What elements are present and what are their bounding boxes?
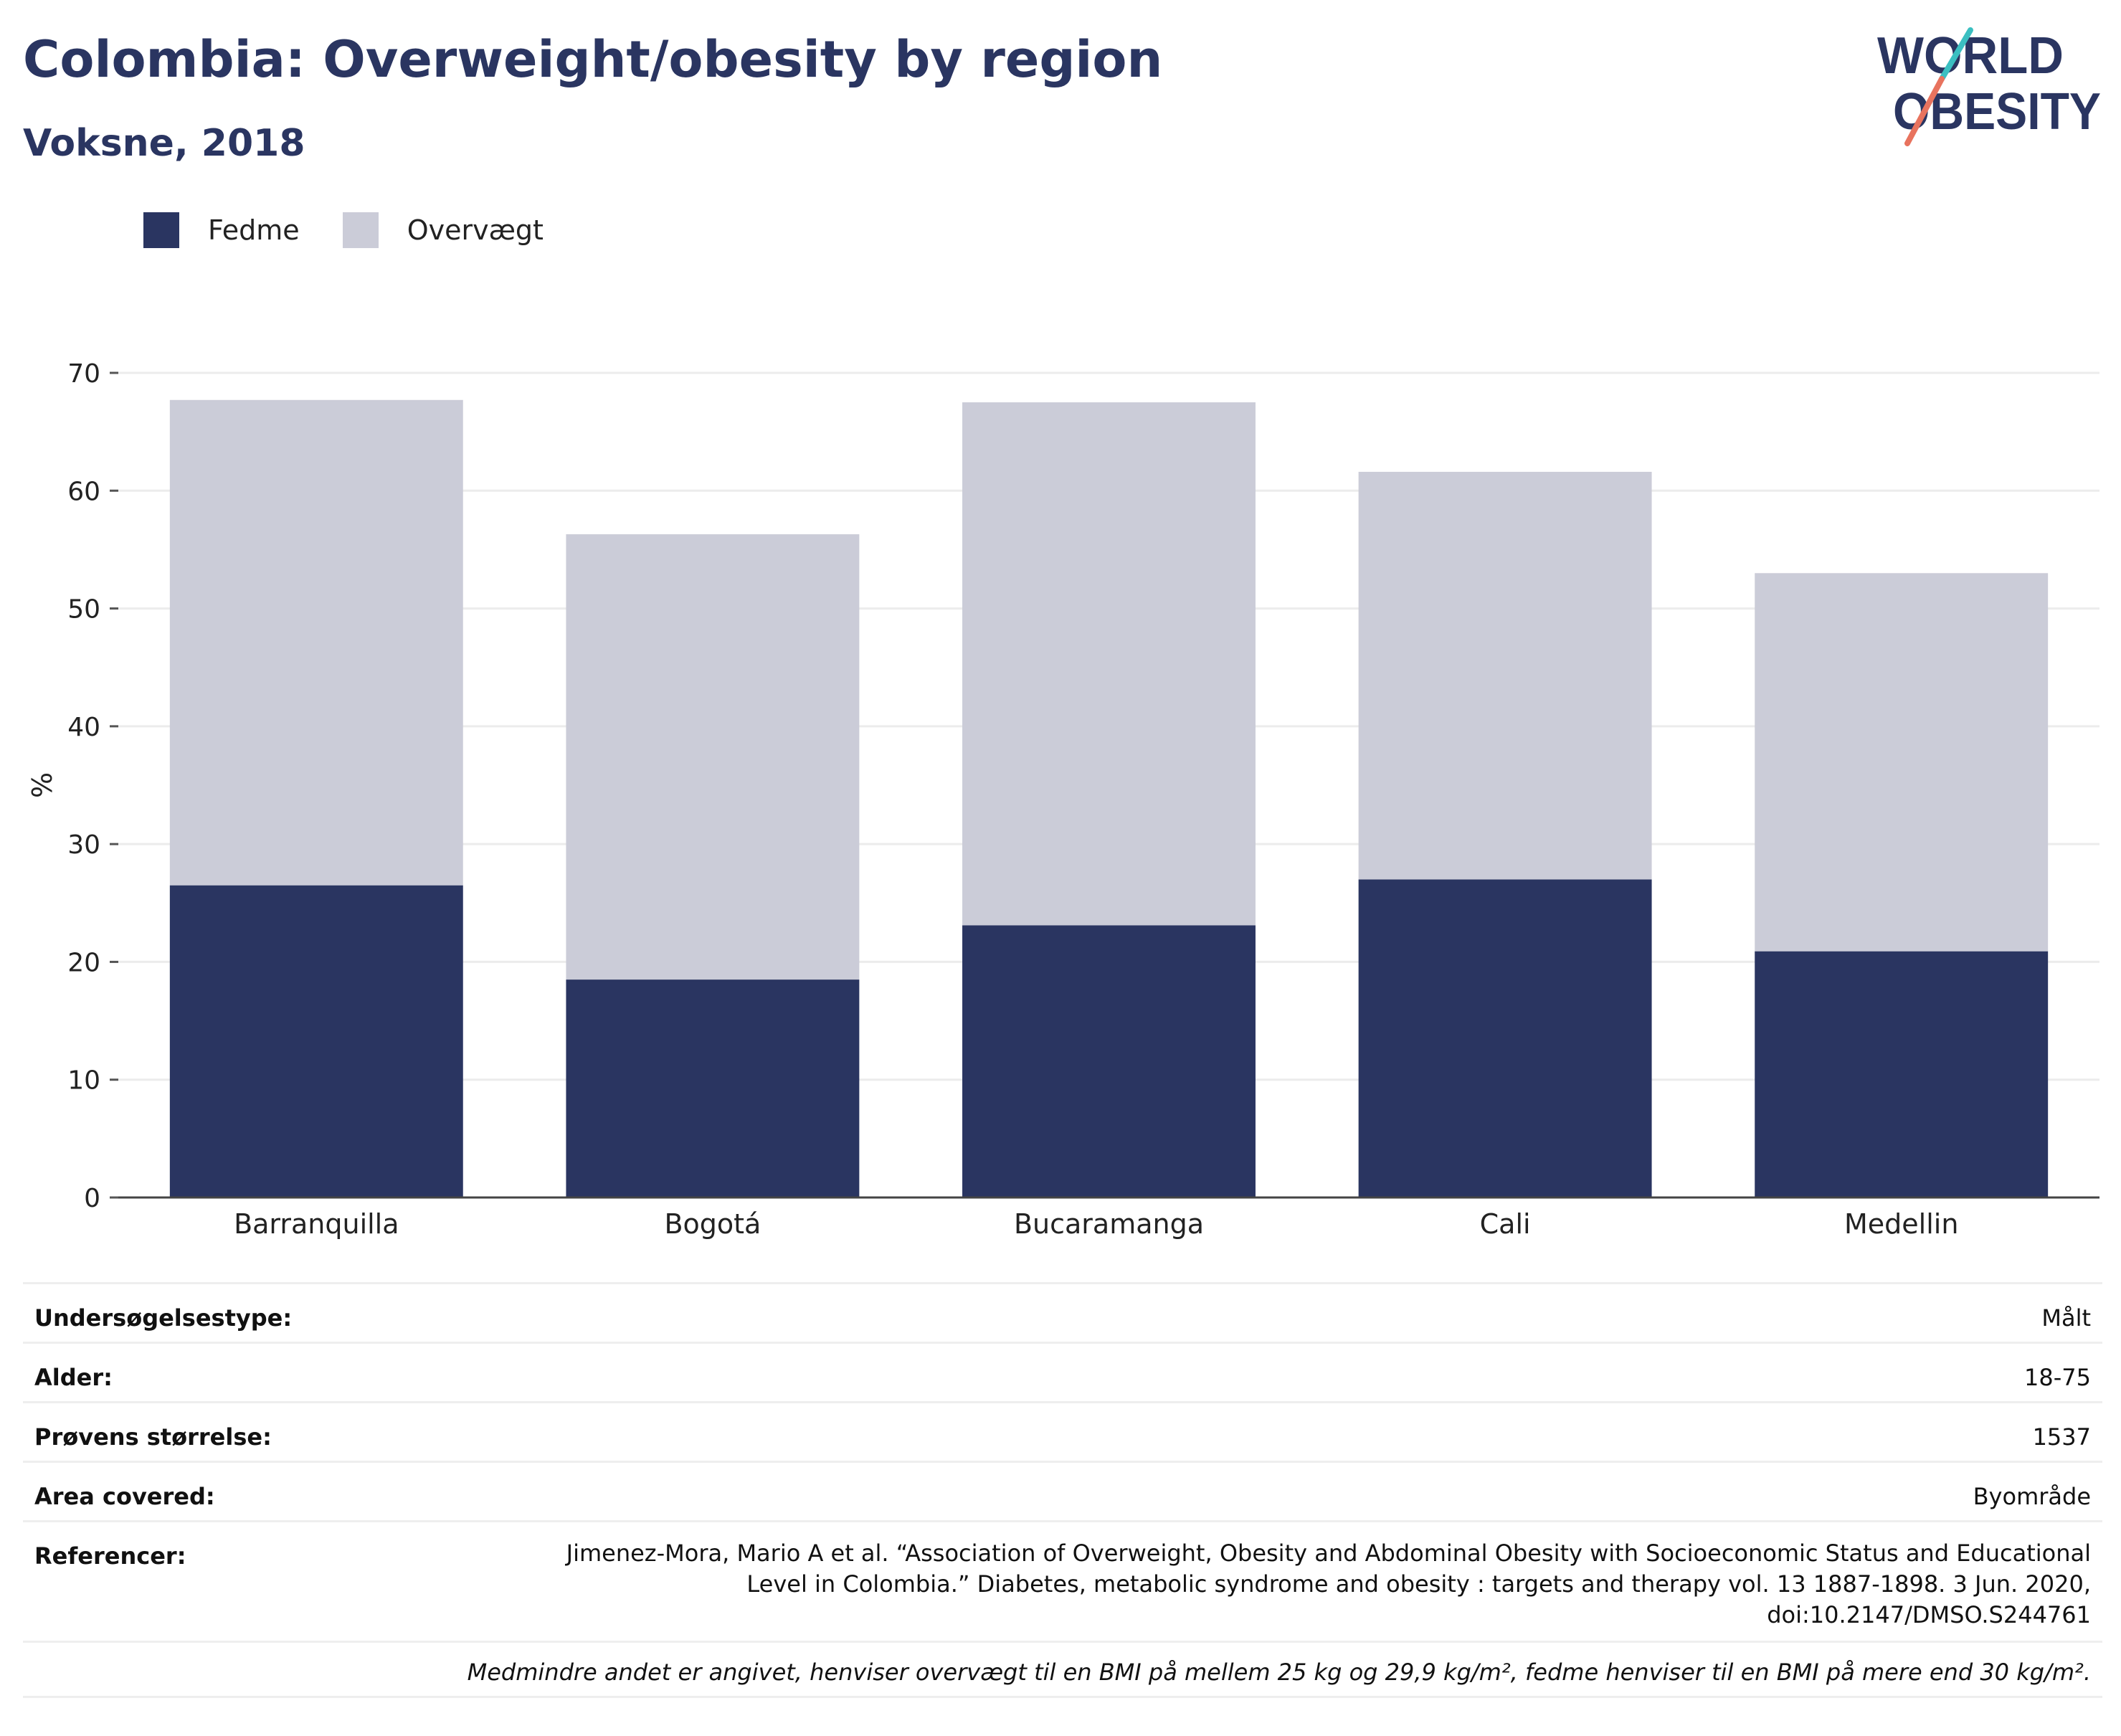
- y-tick-label: 40: [67, 713, 100, 742]
- metadata-table: Undersøgelsestype: Målt Alder: 18-75 Prø…: [23, 1282, 2102, 1698]
- chart-legend: Fedme Overvægt: [143, 212, 587, 248]
- y-tick-label: 20: [67, 948, 100, 977]
- legend-label-fedme: Fedme: [208, 214, 300, 246]
- y-tick-label: 70: [67, 359, 100, 389]
- meta-label: Referencer:: [34, 1542, 186, 1570]
- meta-label: Undersøgelsestype:: [34, 1304, 293, 1332]
- x-tick-label: Bucaramanga: [1014, 1208, 1204, 1240]
- y-tick-label: 60: [67, 477, 100, 506]
- x-tick-label: Barranquilla: [234, 1208, 399, 1240]
- bar-overvaegt: [1358, 472, 1652, 880]
- legend-item-overvaegt[interactable]: Overvægt: [342, 212, 544, 248]
- meta-value: 18-75: [2024, 1364, 2091, 1391]
- meta-label: Alder:: [34, 1364, 113, 1391]
- bar-fedme: [1358, 879, 1652, 1197]
- logo-slash-teal: [1939, 27, 1973, 82]
- bar-fedme: [566, 980, 860, 1197]
- bar-fedme: [1755, 951, 2049, 1197]
- y-tick-label: 0: [84, 1184, 100, 1213]
- reference-citation: Jimenez-Mora, Mario A et al. “Associatio…: [566, 1540, 2091, 1628]
- y-tick-label: 30: [67, 830, 100, 860]
- bar-fedme: [169, 885, 463, 1197]
- bar-overvaegt: [1755, 573, 2049, 952]
- logo-slash-coral: [1904, 76, 1945, 146]
- world-obesity-logo: WORLD OBESITY: [1877, 27, 2101, 146]
- logo-text-world: WORLD: [1877, 27, 2064, 85]
- footnote: Medmindre andet er angivet, henviser ove…: [23, 1641, 2102, 1698]
- bar-overvaegt: [169, 399, 463, 886]
- x-tick-label: Bogotá: [664, 1208, 761, 1240]
- meta-row-survey-type: Undersøgelsestype: Målt: [23, 1282, 2102, 1342]
- meta-value: Målt: [2041, 1304, 2091, 1332]
- bar-fedme: [962, 925, 1256, 1197]
- x-tick-label: Cali: [1480, 1208, 1531, 1240]
- bar-overvaegt: [962, 402, 1256, 926]
- logo-text-obesity: OBESITY: [1893, 83, 2101, 141]
- meta-row-area-covered: Area covered: Byområde: [23, 1461, 2102, 1520]
- bar-overvaegt: [566, 534, 860, 980]
- chart-title: Colombia: Overweight/obesity by region: [23, 30, 1163, 89]
- chart-subtitle: Voksne, 2018: [23, 122, 305, 165]
- legend-swatch-fedme: [143, 212, 179, 248]
- x-tick-label: Medellin: [1844, 1208, 1958, 1240]
- meta-label: Prøvens størrelse:: [34, 1423, 272, 1451]
- legend-item-fedme[interactable]: Fedme: [143, 212, 300, 248]
- stacked-bar-chart: 0 10 20 30 40 50 60 70% Barranquilla Bogotá Bucara…: [27, 359, 2099, 1240]
- meta-row-age: Alder: 18-75: [23, 1342, 2102, 1401]
- legend-swatch-overvaegt: [342, 212, 379, 248]
- y-tick-label: 10: [67, 1066, 100, 1096]
- meta-value: 1537: [2032, 1423, 2091, 1451]
- legend-label-overvaegt: Overvægt: [407, 214, 544, 246]
- meta-value: Byområde: [1973, 1483, 2091, 1510]
- y-tick-label: 50: [67, 595, 100, 625]
- y-axis-label: %: [27, 772, 58, 798]
- meta-row-sample-size: Prøvens størrelse: 1537: [23, 1401, 2102, 1461]
- meta-row-references: Referencer: Jimenez-Mora, Mario A et al.…: [23, 1520, 2102, 1641]
- meta-label: Area covered:: [34, 1483, 215, 1510]
